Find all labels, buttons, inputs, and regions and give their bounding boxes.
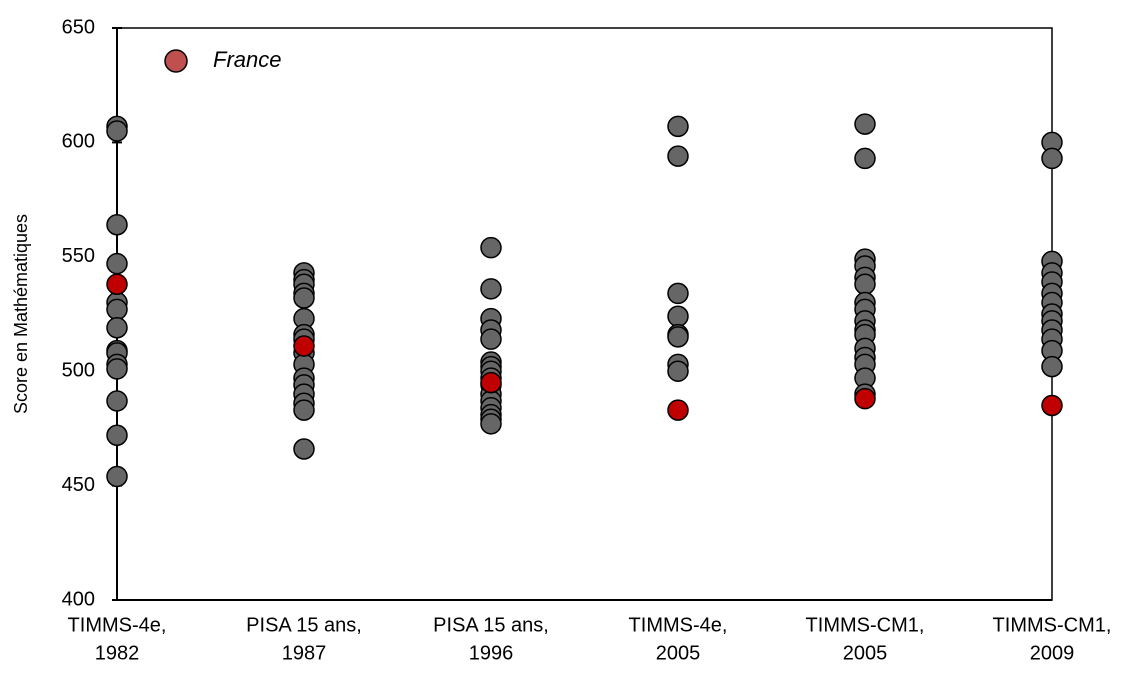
dot: [293, 399, 315, 421]
dot: [106, 273, 128, 296]
y-tick-label: 400: [62, 588, 95, 610]
dot: [854, 387, 876, 410]
y-tick-label: 450: [62, 474, 95, 496]
legend-label: France: [213, 47, 281, 72]
x-tick-label: TIMMS-4e,: [68, 614, 167, 636]
x-tick-label: 2009: [1030, 642, 1075, 664]
dot: [106, 358, 128, 380]
y-tick-label: 600: [62, 131, 95, 153]
dot: [106, 214, 128, 236]
y-axis-label: Score en Mathématiques: [11, 214, 31, 414]
dot: [667, 115, 689, 138]
dot: [1041, 355, 1063, 378]
dot: [293, 287, 315, 309]
x-tick-label: 2005: [656, 642, 701, 664]
x-tick-label: 2005: [843, 642, 888, 664]
dot: [667, 360, 689, 382]
legend-marker: [164, 49, 188, 73]
x-tick-label: TIMMS-4e,: [629, 614, 728, 636]
dot: [480, 413, 502, 435]
x-tick-label: 1987: [282, 642, 327, 664]
x-tick-label: TIMMS-CM1,: [993, 614, 1112, 636]
dot: [667, 282, 689, 305]
dot: [667, 399, 689, 421]
x-tick-label: PISA 15 ans,: [433, 614, 549, 636]
dot: [667, 145, 689, 167]
dot: [106, 252, 128, 275]
y-tick-label: 500: [62, 359, 95, 381]
dot: [854, 273, 876, 296]
dot: [854, 147, 876, 170]
dot: [480, 328, 502, 350]
dot: [1041, 147, 1063, 170]
dot: [667, 326, 689, 348]
dot: [480, 236, 502, 259]
dot: [106, 120, 128, 142]
dot: [480, 371, 502, 394]
x-tick-label: 1982: [95, 642, 140, 664]
dot: [854, 113, 876, 135]
y-tick-label: 650: [62, 16, 95, 38]
plot-frame: [116, 27, 1053, 601]
y-tick-label: 550: [62, 245, 95, 267]
dot: [106, 465, 128, 488]
dot: [667, 305, 689, 328]
dot: [293, 438, 315, 460]
dot: [293, 335, 315, 357]
dot: [1041, 394, 1063, 417]
dot: [106, 390, 128, 412]
x-tick-label: TIMMS-CM1,: [806, 614, 925, 636]
dot: [480, 278, 502, 300]
dot: [106, 424, 128, 447]
dot: [106, 298, 128, 321]
dot: [106, 316, 128, 339]
x-tick-label: 1996: [469, 642, 514, 664]
x-tick-label: PISA 15 ans,: [246, 614, 362, 636]
